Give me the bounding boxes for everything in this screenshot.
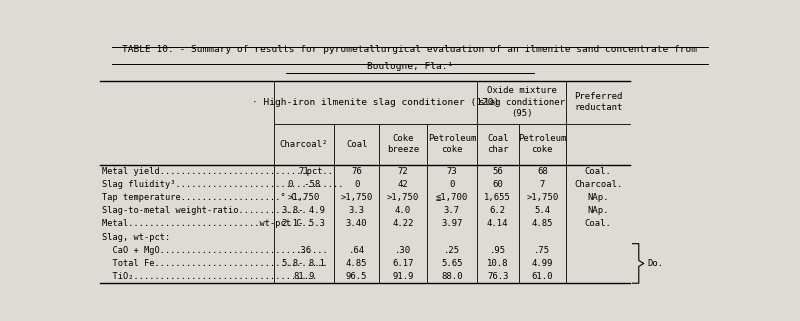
Text: 60: 60 [492,180,503,189]
Text: 1,655: 1,655 [484,193,511,202]
Text: Tap temperature...................° C..: Tap temperature...................° C.. [102,193,306,202]
Text: TABLE 10. - Summary of results for pyrometallurgical evaluation of an ilmenite s: TABLE 10. - Summary of results for pyrom… [122,45,698,54]
Text: 73: 73 [446,167,458,176]
Text: 6.17: 6.17 [392,259,414,268]
Text: 6.2: 6.2 [490,206,506,215]
Text: Preferred
reductant: Preferred reductant [574,92,622,112]
Text: Petroleum
coke: Petroleum coke [428,134,476,154]
Text: · High-iron ilmenite slag conditioner (120): · High-iron ilmenite slag conditioner (1… [252,98,499,107]
Text: 5.8- 8.1: 5.8- 8.1 [282,259,326,268]
Text: 4.85: 4.85 [532,219,553,229]
Text: 76.3: 76.3 [487,272,509,281]
Text: 71: 71 [298,167,310,176]
Text: 5.65: 5.65 [441,259,462,268]
Text: Slag-to-metal weight-ratio.............: Slag-to-metal weight-ratio............. [102,206,306,215]
Text: 91.9: 91.9 [392,272,414,281]
Text: Coal: Coal [346,140,367,149]
Text: 56: 56 [492,167,503,176]
Text: .95: .95 [490,246,506,255]
Text: ≦1,700: ≦1,700 [436,193,468,202]
Text: .25: .25 [444,246,460,255]
Text: Coal
char: Coal char [487,134,509,154]
Text: 4.0: 4.0 [395,206,411,215]
Text: 4.22: 4.22 [392,219,414,229]
Text: 68: 68 [537,167,548,176]
Text: 4.99: 4.99 [532,259,553,268]
Text: 3.3: 3.3 [349,206,365,215]
Text: Slag, wt-pct:: Slag, wt-pct: [102,233,170,242]
Text: Charcoal²: Charcoal² [280,140,328,149]
Text: >1,750: >1,750 [288,193,320,202]
Text: >1,750: >1,750 [341,193,373,202]
Text: .30: .30 [395,246,411,255]
Text: Coal.: Coal. [585,219,612,229]
Text: 7: 7 [540,180,545,189]
Text: 3.7: 3.7 [444,206,460,215]
Text: .36: .36 [296,246,312,255]
Text: Oxide mixture
slag conditioner
(95): Oxide mixture slag conditioner (95) [478,86,565,118]
Text: Do.: Do. [647,259,663,268]
Text: TiO₂...................................: TiO₂................................... [102,272,317,281]
Text: Coke
breeze: Coke breeze [386,134,419,154]
Text: 3.40: 3.40 [346,219,367,229]
Text: 0  -58: 0 -58 [288,180,320,189]
Text: Petroleum
coke: Petroleum coke [518,134,566,154]
Text: Metal.........................wt-pct C..: Metal.........................wt-pct C.. [102,219,312,229]
Text: .75: .75 [534,246,550,255]
Text: Metal yield............................pct..: Metal yield............................p… [102,167,333,176]
Text: >1,750: >1,750 [386,193,419,202]
Text: CaO + MgO................................: CaO + MgO...............................… [102,246,328,255]
Text: 3.97: 3.97 [441,219,462,229]
Text: 4.85: 4.85 [346,259,367,268]
Text: 0: 0 [449,180,454,189]
Text: Total Fe.................................: Total Fe................................… [102,259,328,268]
Text: Slag fluidity³................................: Slag fluidity³..........................… [102,180,343,189]
Text: 88.0: 88.0 [441,272,462,281]
Text: 61.0: 61.0 [532,272,553,281]
Text: Charcoal.: Charcoal. [574,180,622,189]
Text: >1,750: >1,750 [526,193,558,202]
Text: Boulogne, Fla.¹: Boulogne, Fla.¹ [367,62,453,71]
Text: NAp.: NAp. [587,193,609,202]
Text: 96.5: 96.5 [346,272,367,281]
Text: Coal.: Coal. [585,167,612,176]
Text: 0: 0 [354,180,359,189]
Text: 5.4: 5.4 [534,206,550,215]
Text: NAp.: NAp. [587,206,609,215]
Text: 72: 72 [398,167,408,176]
Text: 42: 42 [398,180,408,189]
Text: 76: 76 [351,167,362,176]
Text: 2.1- 5.3: 2.1- 5.3 [282,219,326,229]
Text: 81.9: 81.9 [294,272,314,281]
Text: 10.8: 10.8 [487,259,509,268]
Text: 4.14: 4.14 [487,219,509,229]
Text: 3.8- 4.9: 3.8- 4.9 [282,206,326,215]
Text: .64: .64 [349,246,365,255]
